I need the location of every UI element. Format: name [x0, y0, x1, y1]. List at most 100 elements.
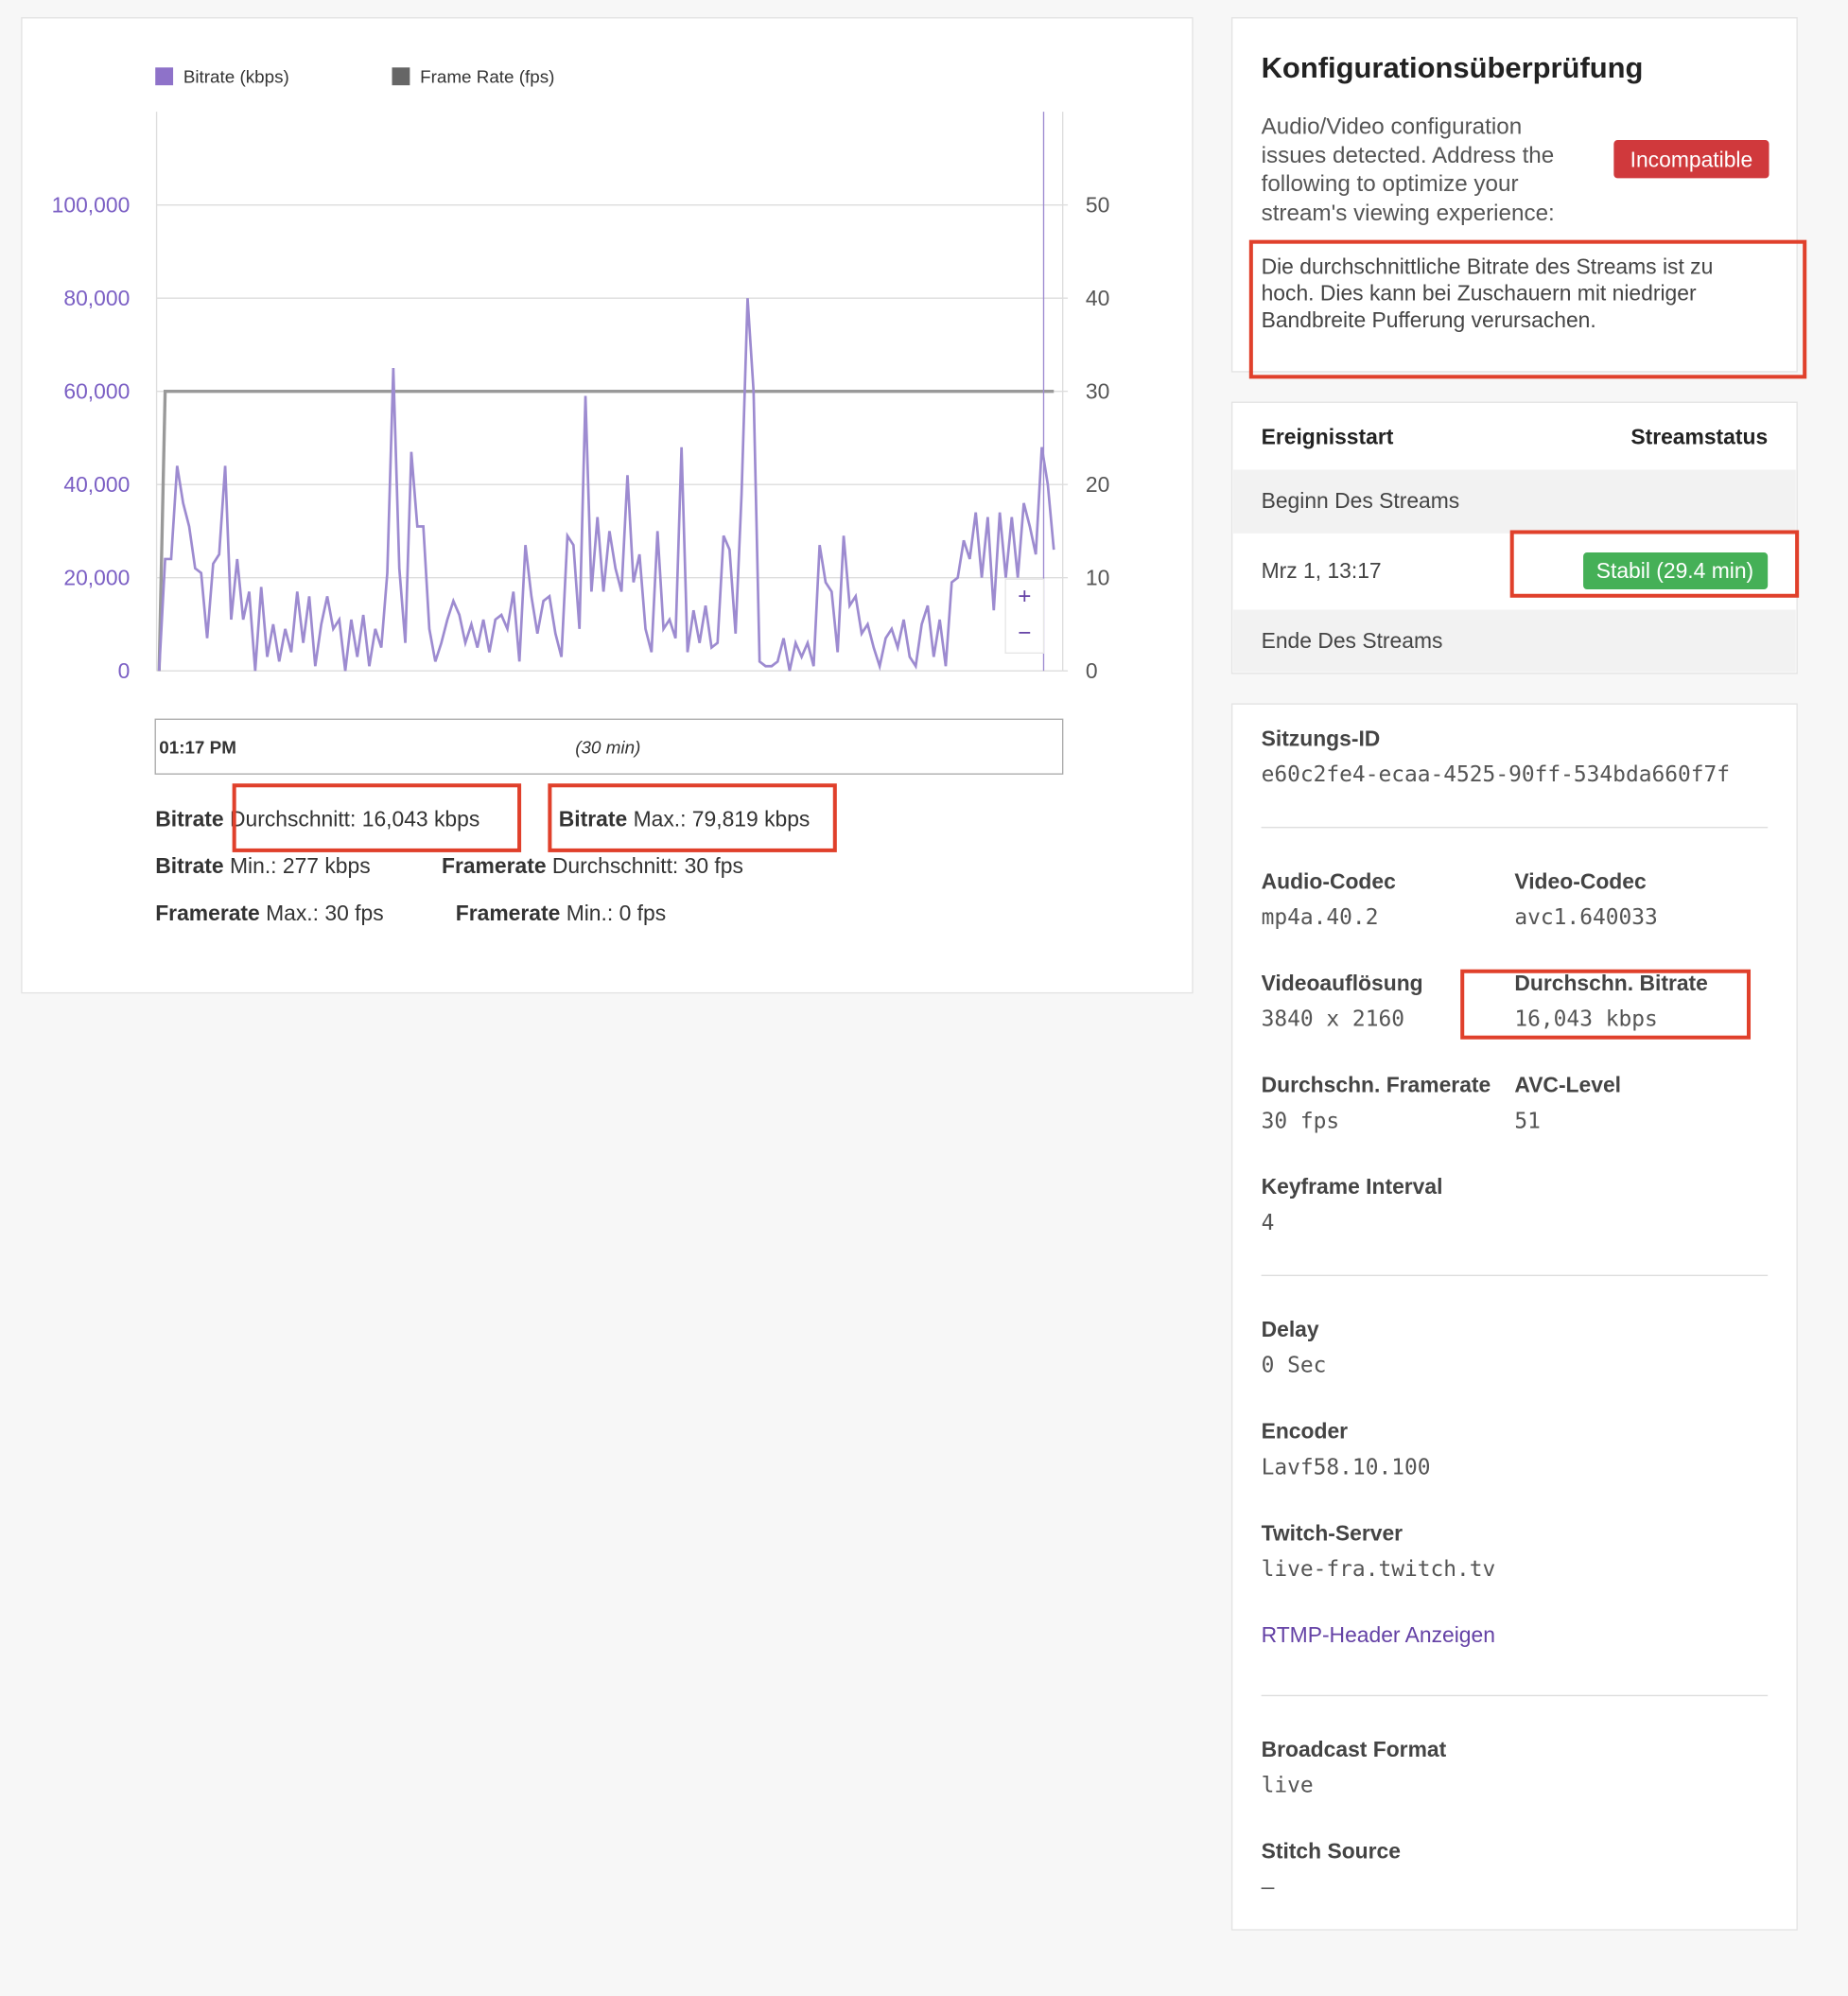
y-tick-label: 100,000 [52, 193, 131, 218]
highlight [1248, 239, 1807, 379]
field-value: 16,043 kbps [1514, 1007, 1657, 1032]
stat-value: Max.: 30 fps [266, 901, 384, 925]
stat: Bitrate Durchschnitt: 16,043 kbps [155, 806, 479, 831]
timeline[interactable] [154, 718, 1064, 775]
y-tick-label: 40,000 [63, 472, 130, 497]
stat-value: Durchschnitt: 30 fps [552, 853, 743, 878]
y-tick-label: 60,000 [63, 379, 130, 404]
field-label: Keyframe Interval [1262, 1174, 1443, 1199]
stat: Bitrate Max.: 79,819 kbps [559, 806, 811, 831]
field-label: Sitzungs-ID [1262, 727, 1381, 751]
field-label: Videoauflösung [1262, 971, 1423, 995]
column-header: Ereignisstart [1262, 425, 1394, 449]
warning: Die durchschnittliche Bitrate des Stream… [1262, 254, 1714, 278]
config-panel [1230, 17, 1798, 373]
row-band [1232, 609, 1796, 673]
field-label: Stitch Source [1262, 1839, 1401, 1864]
stat-label: Bitrate [155, 806, 223, 831]
row-band [1232, 469, 1796, 534]
series-line [157, 389, 1055, 672]
description: issues detected. Address the [1262, 143, 1555, 168]
y2-tick-label: 50 [1086, 193, 1109, 218]
field-label: Encoder [1262, 1419, 1349, 1444]
status-text: Stabil (29.4 min) [1596, 558, 1753, 583]
y-tick-label: 20,000 [63, 566, 130, 590]
legend-label: Frame Rate (fps) [420, 66, 554, 86]
field-label: Video-Codec [1514, 868, 1647, 893]
field-label: Durchschn. Framerate [1262, 1073, 1491, 1097]
warning: hoch. Dies kann bei Zuschauern mit niedr… [1262, 281, 1697, 306]
timeline-duration: (30 min) [575, 738, 640, 758]
y2-tick-label: 30 [1086, 379, 1109, 404]
y-tick-label: 0 [118, 658, 131, 683]
field-value: 51 [1514, 1109, 1541, 1133]
field-label: AVC-Level [1514, 1073, 1621, 1097]
config-title: Konfigurationsüberprüfung [1262, 51, 1644, 84]
stat-label: Framerate [456, 901, 561, 925]
badge [1613, 140, 1770, 179]
stat-value: Max.: 79,819 kbps [634, 806, 811, 831]
field-label: Broadcast Format [1262, 1737, 1447, 1761]
field-label: Delay [1262, 1317, 1319, 1341]
stat: Bitrate Min.: 277 kbps [155, 853, 370, 878]
field-label: Durchschn. Bitrate [1514, 971, 1708, 995]
description: following to optimize your [1262, 171, 1519, 197]
warning: Bandbreite Pufferung verursachen. [1262, 307, 1596, 332]
stat-value: Durchschnitt: 16,043 kbps [230, 806, 479, 831]
event-time: Mrz 1, 13:17 [1262, 558, 1382, 583]
badge-text: Incompatible [1630, 147, 1753, 171]
chart-panel [21, 17, 1194, 994]
zoom-out[interactable]: − [1018, 621, 1031, 646]
fields: Audio-Codec mp4a.40.2 Video-Codec avc1.6400… [1262, 868, 1708, 1900]
timeline-start: 01:17 PM [159, 738, 236, 758]
stat-label: Framerate [155, 901, 260, 925]
stat: Framerate Min.: 0 fps [456, 901, 666, 925]
rtmp-link[interactable]: RTMP-Header Anzeigen [1262, 1622, 1495, 1647]
field-value: live [1262, 1774, 1314, 1798]
description: Audio/Video configuration [1262, 114, 1523, 139]
stat: Framerate Max.: 30 fps [155, 901, 383, 925]
zoom-controls[interactable] [1004, 578, 1045, 654]
field-value: e60c2fe4-ecaa-4525-90ff-534bda660f7f [1262, 762, 1730, 787]
highlight [1460, 969, 1752, 1040]
event: Ende Des Streams [1262, 628, 1443, 653]
field-value: 4 [1262, 1211, 1275, 1235]
y-tick-label: 80,000 [63, 286, 130, 310]
column-header: Streamstatus [1630, 425, 1768, 449]
y2-tick-label: 10 [1086, 566, 1109, 590]
field-value: – [1262, 1875, 1275, 1900]
field-value: 0 Sec [1262, 1354, 1327, 1378]
legend-label: Bitrate (kbps) [183, 66, 289, 86]
field-label: Audio-Codec [1262, 868, 1397, 893]
field-label: Twitch-Server [1262, 1520, 1403, 1545]
field-value: 3840 x 2160 [1262, 1007, 1404, 1032]
y2-tick-label: 20 [1086, 472, 1109, 497]
chart: 0 20,000 40,000 60,000 80,000 100,000 0 10 20 30 4… [52, 66, 1110, 683]
highlight [232, 783, 522, 852]
legend-swatch [155, 67, 174, 86]
stat-label: Bitrate [155, 853, 223, 878]
legend-swatch [392, 67, 410, 86]
field-value: mp4a.40.2 [1262, 905, 1379, 930]
stat-value: Min.: 0 fps [567, 901, 666, 925]
stat: Framerate Durchschnitt: 30 fps [442, 853, 743, 878]
status-badge [1583, 552, 1769, 590]
event: Beginn Des Streams [1262, 488, 1460, 513]
highlight [548, 783, 837, 852]
y2-tick-label: 0 [1086, 658, 1098, 683]
field-value: live-fra.twitch.tv [1262, 1557, 1496, 1582]
details-panel [1230, 703, 1798, 1931]
field-value: Lavf58.10.100 [1262, 1455, 1431, 1479]
y2-tick-label: 40 [1086, 286, 1109, 310]
stat-label: Bitrate [559, 806, 627, 831]
stat-label: Framerate [442, 853, 547, 878]
highlight [1509, 530, 1800, 598]
zoom-in[interactable]: + [1018, 584, 1031, 609]
stat-value: Min.: 277 kbps [230, 853, 371, 878]
field-value: 30 fps [1262, 1109, 1340, 1133]
field-value: avc1.640033 [1514, 905, 1657, 930]
description: stream's viewing experience: [1262, 201, 1555, 226]
series-line [157, 298, 1055, 672]
